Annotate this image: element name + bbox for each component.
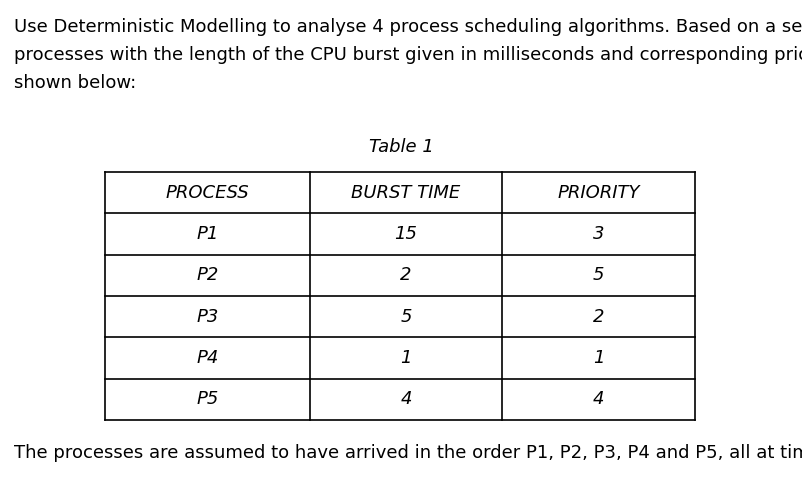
Text: processes with the length of the CPU burst given in milliseconds and correspondi: processes with the length of the CPU bur… [14,46,802,64]
Text: P1: P1 [196,225,219,243]
Text: BURST TIME: BURST TIME [351,184,460,202]
Text: PRIORITY: PRIORITY [557,184,640,202]
Text: shown below:: shown below: [14,74,136,92]
Text: 5: 5 [593,266,604,284]
Text: PROCESS: PROCESS [166,184,249,202]
Text: Use Deterministic Modelling to analyse 4 process scheduling algorithms. Based on: Use Deterministic Modelling to analyse 4… [14,18,802,36]
Text: 1: 1 [400,349,411,367]
Text: 1: 1 [593,349,604,367]
Text: P3: P3 [196,308,219,326]
Text: P5: P5 [196,390,219,408]
Text: Table 1: Table 1 [369,138,433,156]
Text: 2: 2 [593,308,604,326]
Text: 2: 2 [400,266,411,284]
Text: 4: 4 [400,390,411,408]
Text: The processes are assumed to have arrived in the order P1, P2, P3, P4 and P5, al: The processes are assumed to have arrive… [14,444,802,462]
Text: 3: 3 [593,225,604,243]
Text: P2: P2 [196,266,219,284]
Text: P4: P4 [196,349,219,367]
Text: 4: 4 [593,390,604,408]
Text: 5: 5 [400,308,411,326]
Text: 15: 15 [395,225,418,243]
